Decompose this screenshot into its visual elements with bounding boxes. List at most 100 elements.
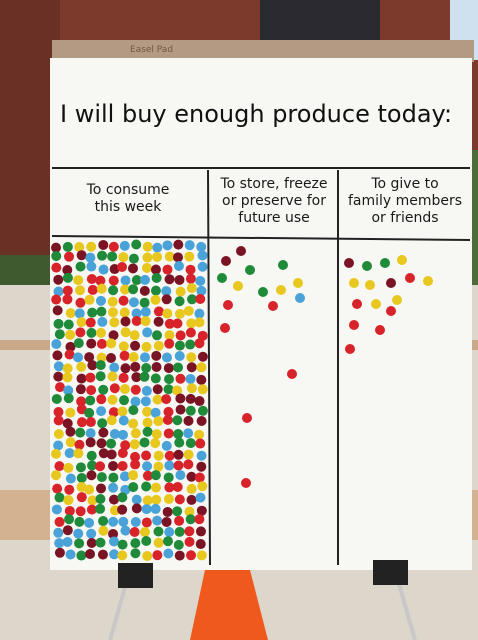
sticker-dot [194, 396, 205, 407]
sticker-dot [53, 274, 64, 285]
sticker-dot [151, 361, 162, 372]
sticker-dot [129, 330, 140, 341]
sticker-dot [65, 407, 76, 418]
sticker-dot [53, 361, 64, 372]
sticker-dot [108, 528, 119, 539]
sticker-dot [164, 460, 175, 471]
sticker-dot [128, 470, 139, 481]
sticker-dot [194, 338, 205, 349]
sticker-dot [173, 449, 184, 460]
dot-layer [51, 239, 433, 561]
easel-clamp [373, 560, 408, 585]
sticker-dot [65, 341, 76, 352]
sticker-dot [184, 240, 195, 251]
sticker-dot [349, 320, 359, 330]
sticker-dot [175, 373, 186, 384]
sticker-dot [97, 418, 108, 429]
sticker-dot [96, 352, 107, 363]
sticker-dot [51, 251, 62, 262]
sticker-dot [186, 352, 197, 363]
sticker-dot [128, 297, 139, 308]
sticker-dot [141, 363, 152, 374]
sticker-dot [221, 256, 231, 266]
sticker-dot [87, 460, 98, 471]
sticker-dot [118, 372, 129, 383]
sticker-dot [197, 250, 208, 261]
heading-line: or friends [371, 210, 439, 226]
sticker-dot [141, 536, 152, 547]
sticker-dot [185, 339, 196, 350]
sticker-dot [119, 307, 130, 318]
sticker-dot [151, 429, 162, 440]
sticker-dot [98, 384, 109, 395]
sticker-dot [175, 330, 186, 341]
sticker-dot [163, 363, 174, 374]
sticker-dot [150, 407, 161, 418]
sticker-dot [139, 285, 150, 296]
sticker-dot [386, 278, 396, 288]
sticker-dot [152, 330, 163, 341]
sticker-dot [405, 273, 415, 283]
sticker-dot [76, 317, 87, 328]
sticker-dot [140, 316, 151, 327]
column-heading: To give to family members or friends [340, 176, 470, 227]
sticker-dot [107, 296, 118, 307]
sticker-dot [117, 406, 128, 417]
sticker-dot [150, 294, 161, 305]
sticker-dot [96, 483, 107, 494]
sticker-dot [174, 340, 185, 351]
sticker-dot [194, 472, 205, 483]
sticker-dot [186, 318, 197, 329]
sticker-dot [130, 459, 141, 470]
sticker-dot [51, 393, 62, 404]
sticker-dot [142, 461, 153, 472]
sticker-dot [95, 494, 106, 505]
sticker-dot [117, 504, 128, 515]
sticker-dot [96, 338, 107, 349]
column-divider [207, 169, 211, 566]
sticker-dot [196, 241, 207, 252]
sticker-dot [106, 438, 117, 449]
sticker-dot [173, 429, 184, 440]
sticker-dot [76, 550, 87, 561]
sticker-dot [54, 492, 65, 503]
sticker-dot [365, 280, 375, 290]
sticker-dot [98, 525, 109, 536]
sticker-dot [183, 428, 194, 439]
sticker-dot [142, 495, 153, 506]
sticker-dot [233, 281, 243, 291]
sticker-dot [245, 265, 255, 275]
sticker-dot [96, 472, 107, 483]
sticker-dot [195, 539, 206, 550]
sticker-dot [186, 383, 197, 394]
sticker-dot [95, 360, 106, 371]
sticker-dot [174, 274, 185, 285]
shrubs [0, 255, 50, 285]
sticker-dot [64, 514, 75, 525]
sticker-dot [130, 396, 141, 407]
sticker-dot [109, 505, 120, 516]
sticker-dot [131, 308, 142, 319]
sticker-dot [194, 514, 205, 525]
sticker-dot [163, 494, 174, 505]
sticker-dot [344, 258, 354, 268]
sticker-dot [164, 450, 175, 461]
sticker-dot [85, 317, 96, 328]
sticker-dot [53, 371, 64, 382]
sticker-dot [75, 327, 86, 338]
sticker-dot [95, 295, 106, 306]
sticker-dot [74, 285, 85, 296]
sticker-dot [75, 261, 86, 272]
sticker-dot [108, 275, 119, 286]
sticker-dot [352, 299, 362, 309]
sticker-dot [164, 318, 175, 329]
rule [51, 235, 471, 241]
sticker-dot [195, 492, 206, 503]
sticker-dot [119, 471, 130, 482]
sticker-dot [141, 341, 152, 352]
sticker-dot [293, 278, 303, 288]
sticker-dot [185, 327, 196, 338]
sticker-dot [173, 252, 184, 263]
sticker-dot [392, 295, 402, 305]
sticker-dot [217, 273, 227, 283]
